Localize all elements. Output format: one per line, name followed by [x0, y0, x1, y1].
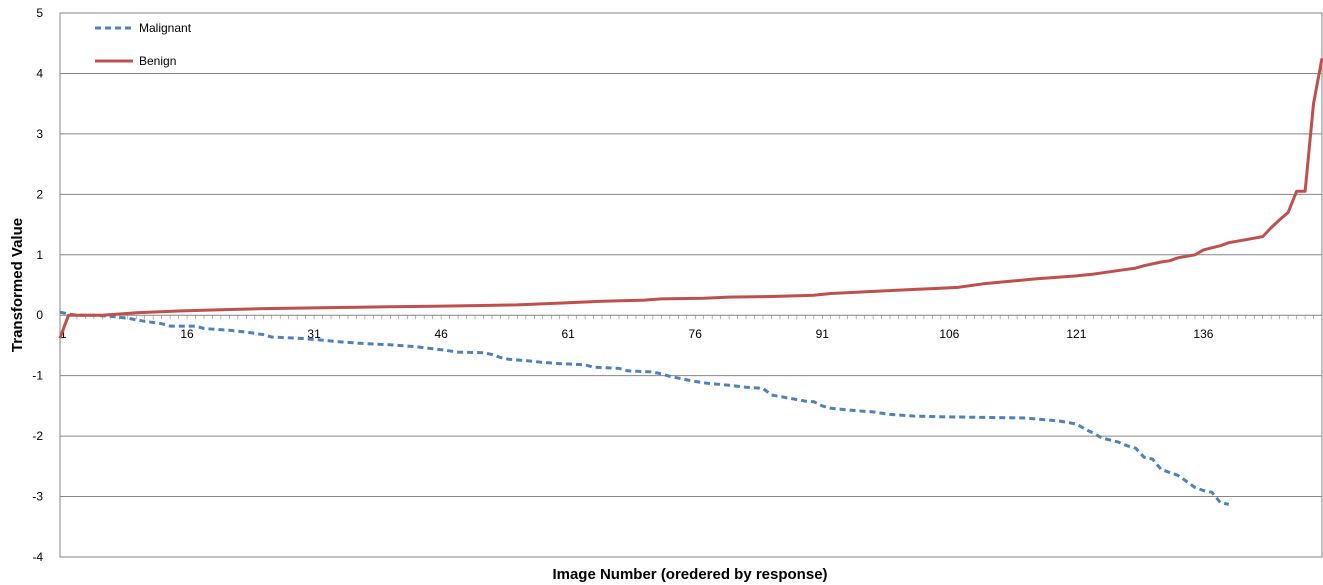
x-tick-label: 91 — [816, 327, 830, 341]
y-tick-label: 4 — [36, 66, 43, 80]
x-tick-label: 61 — [562, 327, 576, 341]
legend: Malignant Benign — [95, 21, 192, 68]
y-tick-label: 2 — [36, 187, 43, 201]
x-tick-label: 1 — [60, 327, 67, 341]
y-tick-label: 5 — [36, 6, 43, 20]
x-tick-label: 16 — [180, 327, 194, 341]
legend-label-benign: Benign — [139, 54, 176, 68]
x-tick-label: 121 — [1066, 327, 1086, 341]
grid-lines — [59, 72, 1323, 498]
series-line-benign — [58, 58, 1323, 339]
x-tick-label: 106 — [939, 327, 959, 341]
x-axis-tick-labels: 1 16 31 46 61 76 91 106 121 136 — [60, 327, 1214, 341]
legend-label-malignant: Malignant — [139, 21, 192, 35]
y-tick-label: -4 — [32, 550, 43, 564]
y-tick-label: 0 — [36, 308, 43, 322]
y-axis-tick-labels: -4 -3 -2 -1 0 1 2 3 4 5 — [32, 6, 43, 564]
series-lines — [58, 58, 1323, 506]
y-tick-label: 3 — [36, 127, 43, 141]
x-tick-label: 46 — [434, 327, 448, 341]
x-axis-title: Image Number (oredered by response) — [552, 566, 827, 583]
y-tick-label: -1 — [32, 369, 43, 383]
plot-area-border — [59, 12, 1323, 558]
x-tick-label: 136 — [1193, 327, 1213, 341]
y-axis-title: Transformed Value — [9, 218, 26, 352]
series-line-malignant — [59, 310, 1230, 506]
y-tick-label: -2 — [32, 429, 43, 443]
y-tick-label: -3 — [32, 490, 43, 504]
y-tick-label: 1 — [36, 248, 43, 262]
x-tick-label: 76 — [689, 327, 703, 341]
